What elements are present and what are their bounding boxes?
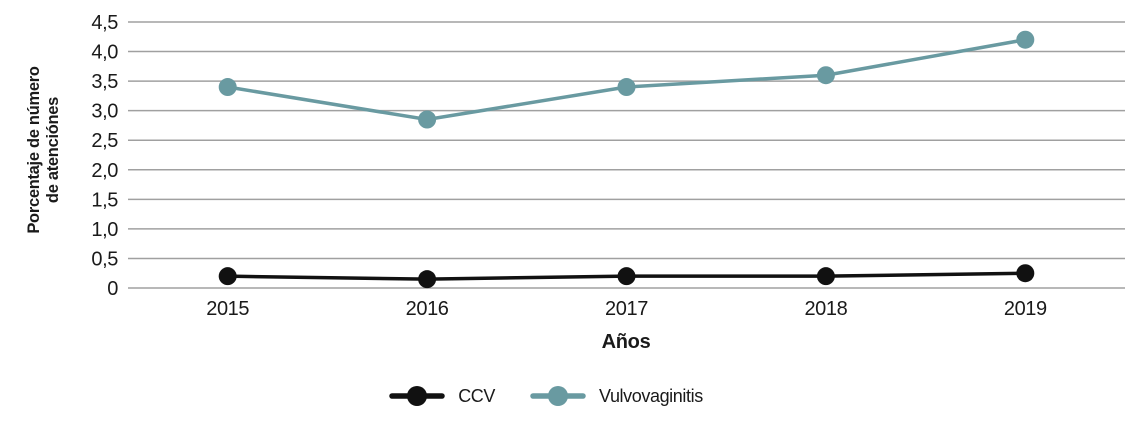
data-point <box>816 66 835 85</box>
data-point <box>617 78 636 97</box>
x-tick-label: 2016 <box>406 298 449 320</box>
x-axis-title: Años <box>602 331 651 353</box>
legend-label-ccv: CCV <box>458 385 495 406</box>
data-point <box>418 270 437 289</box>
data-point <box>617 267 636 286</box>
data-point <box>1016 264 1035 283</box>
y-tick-label: 0,5 <box>91 248 118 270</box>
series-layer <box>218 30 1035 289</box>
data-point <box>1016 30 1035 49</box>
x-tick-labels: 2015 2016 2017 2018 2019 <box>206 298 1047 320</box>
plot-area: 00,51,01,52,02,53,03,54,04,5 2015 2016 201… <box>91 12 1125 353</box>
y-tick-label: 3,0 <box>91 101 118 123</box>
data-point <box>218 267 237 286</box>
x-tick-label: 2018 <box>804 298 847 320</box>
y-tick-label: 4,0 <box>91 42 118 64</box>
y-tick-label: 2,0 <box>91 160 118 182</box>
legend-item-vulvovaginitis: Vulvovaginitis <box>529 383 703 409</box>
y-tick-label: 1,5 <box>91 189 118 211</box>
x-tick-label: 2017 <box>605 298 648 320</box>
x-tick-label: 2015 <box>206 298 249 320</box>
data-point <box>816 267 835 286</box>
data-point <box>418 110 437 129</box>
gridlines <box>128 21 1125 289</box>
y-tick-label: 0 <box>107 278 118 300</box>
legend: CCV Vulvovaginitis <box>0 383 1091 409</box>
y-tick-label: 1,0 <box>91 219 118 241</box>
legend-marker-ccv-icon <box>389 386 445 406</box>
legend-label-vulvovaginitis: Vulvovaginitis <box>599 385 703 406</box>
x-tick-label: 2019 <box>1004 298 1047 320</box>
legend-marker-vulvovaginitis-icon <box>530 386 586 406</box>
data-point <box>218 78 237 97</box>
y-tick-label: 4,5 <box>91 12 118 34</box>
y-tick-labels: 0 0,5 1,0 1,5 2,0 2,5 3,0 3,5 4,0 4,5 <box>91 12 118 300</box>
y-tick-label: 2,5 <box>91 130 118 152</box>
y-tick-label: 3,5 <box>91 71 118 93</box>
legend-item-ccv: CCV <box>388 383 495 409</box>
